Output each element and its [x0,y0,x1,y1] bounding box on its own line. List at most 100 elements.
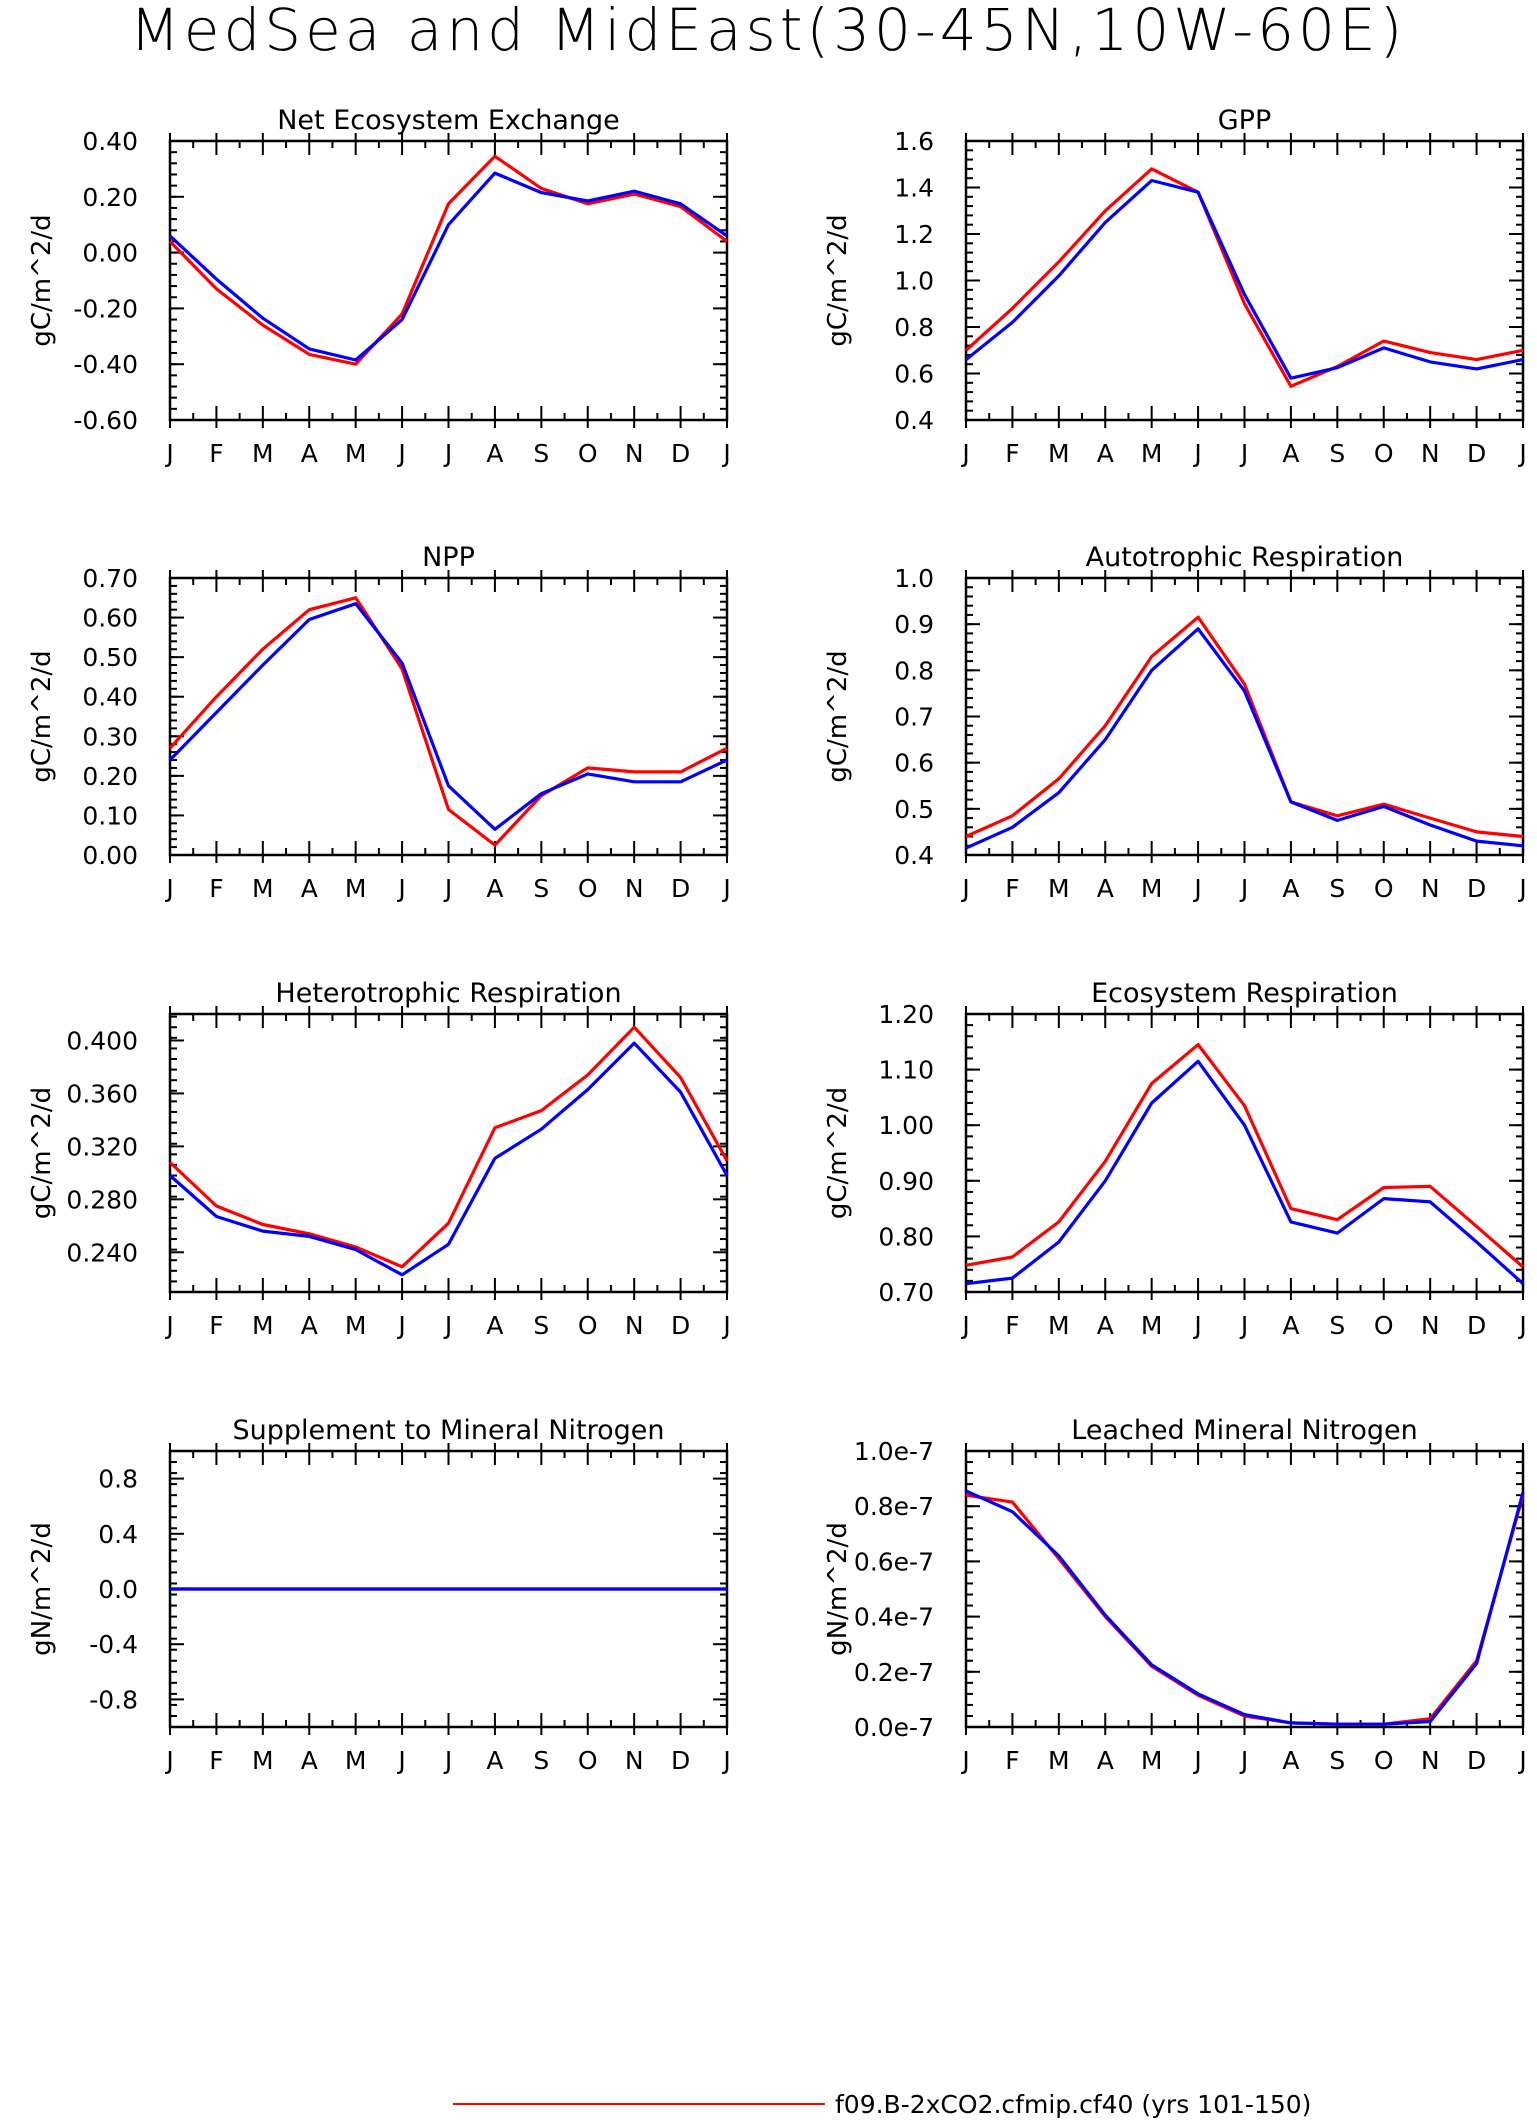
page-title: MedSea and MidEast(30-45N,10W-60E) [130,0,1407,64]
y-tick-label: 0.10 [82,801,138,830]
y-tick-label: 0.2e-7 [854,1658,934,1687]
y-tick-label: 0.8 [98,1465,138,1494]
panel-title: Net Ecosystem Exchange [277,105,620,136]
x-tick-label: J [443,1311,452,1340]
x-tick-label: J [721,1311,730,1340]
x-tick-label: M [252,439,274,468]
x-tick-label: S [533,439,549,468]
x-tick-label: J [960,439,969,468]
x-tick-label: J [960,1746,969,1775]
y-tick-label: 0.400 [66,1026,138,1055]
y-axis-label: gN/m^2/d [27,1522,57,1656]
x-tick-label: N [1421,1746,1440,1775]
y-tick-label: 0.7 [894,703,934,732]
x-tick-label: A [1282,874,1299,903]
y-tick-label: 0.40 [82,127,138,156]
series-line-blue [965,1059,1525,1286]
x-tick-label: M [1048,439,1070,468]
x-tick-label: D [1467,439,1486,468]
x-tick-label: N [1421,439,1440,468]
x-tick-label: J [1517,874,1526,903]
x-tick-label: A [1282,1746,1299,1775]
series-line-red [965,1042,1525,1269]
y-tick-label: 0.40 [82,683,138,712]
x-tick-label: J [1517,439,1526,468]
x-tick-label: A [301,1311,318,1340]
y-axis-label: gC/m^2/d [823,214,853,346]
x-tick-label: J [164,1311,173,1340]
y-axis-label: gC/m^2/d [27,650,57,782]
series-line-red [168,596,728,847]
y-tick-label: -0.60 [73,406,138,435]
x-tick-label: S [533,1746,549,1775]
x-tick-label: A [301,874,318,903]
x-tick-label: J [396,439,405,468]
y-tick-label: -0.20 [73,294,138,323]
x-tick-label: S [533,874,549,903]
y-tick-label: 0.240 [66,1238,138,1267]
x-tick-label: D [1467,874,1486,903]
x-tick-label: O [578,439,598,468]
y-axis-label: gC/m^2/d [27,1087,57,1219]
y-tick-label: 1.2 [894,220,934,249]
y-tick-label: 0.6 [894,749,934,778]
y-tick-label: 0.20 [82,762,138,791]
y-tick-label: 1.6 [894,127,934,156]
y-axis-label: gC/m^2/d [27,214,57,346]
y-tick-label: 0.6e-7 [854,1547,934,1576]
y-tick-label: 1.00 [878,1111,934,1140]
x-tick-label: J [1192,439,1201,468]
x-tick-label: J [960,874,969,903]
x-tick-label: F [209,1746,223,1775]
y-tick-label: 1.0 [894,564,934,593]
x-tick-label: A [1282,1311,1299,1340]
x-tick-label: A [301,439,318,468]
y-tick-label: 1.10 [878,1056,934,1085]
y-tick-label: 0.80 [878,1222,934,1251]
x-tick-label: J [960,1311,969,1340]
x-tick-label: A [1097,1746,1114,1775]
series-line-blue [965,1489,1525,1726]
series-line-red [168,1025,729,1269]
y-tick-label: 0.6 [894,360,934,389]
x-tick-label: O [1374,1311,1394,1340]
y-tick-label: 0.50 [82,643,138,672]
x-tick-label: F [1005,1746,1019,1775]
y-tick-label: -0.8 [89,1685,138,1714]
y-tick-label: 1.20 [878,1000,934,1029]
x-tick-label: M [345,1311,367,1340]
x-tick-label: J [721,1746,730,1775]
x-tick-label: J [443,439,452,468]
y-axis-label: gC/m^2/d [823,650,853,782]
y-tick-label: 0.70 [878,1278,934,1307]
x-tick-label: M [252,874,274,903]
x-tick-label: M [252,1311,274,1340]
x-tick-label: J [1239,439,1248,468]
panel-title: Autotrophic Respiration [1086,542,1404,573]
x-tick-label: S [1329,1746,1345,1775]
x-tick-label: M [1048,1746,1070,1775]
panel-title: Heterotrophic Respiration [275,978,621,1009]
x-tick-label: A [1282,439,1299,468]
series-line-red [965,615,1524,839]
x-tick-label: J [1517,1311,1526,1340]
panel-title: GPP [1218,105,1272,136]
y-tick-label: 0.8e-7 [854,1492,934,1521]
x-tick-label: J [443,874,452,903]
x-tick-label: S [1329,874,1345,903]
x-tick-label: O [578,1311,598,1340]
x-tick-label: D [1467,1311,1486,1340]
y-tick-label: 0.9 [894,610,934,639]
x-tick-label: F [209,874,223,903]
y-tick-label: 0.4 [894,406,934,435]
y-tick-label: 0.8 [894,656,934,685]
y-tick-label: 0.8 [894,313,934,342]
x-tick-label: A [486,874,503,903]
x-tick-label: D [671,439,690,468]
y-axis-label: gN/m^2/d [823,1522,853,1656]
